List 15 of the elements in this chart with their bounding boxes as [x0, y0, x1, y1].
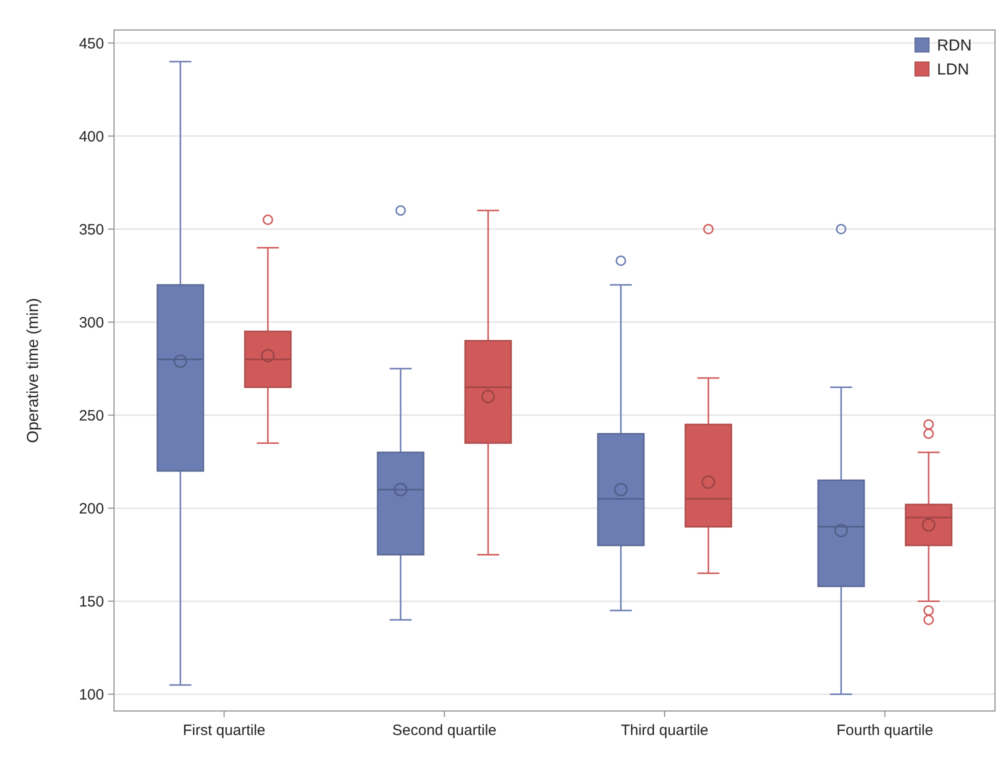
y-tick-label: 200	[78, 500, 104, 518]
y-tick-label: 150	[78, 593, 104, 610]
y-tick-label: 300	[78, 314, 104, 332]
legend-label: LDN	[937, 62, 970, 79]
y-axis-title: Operative time (min)	[25, 298, 42, 443]
y-tick-label: 400	[78, 128, 104, 146]
y-tick-label: 450	[78, 35, 104, 52]
x-tick-label: Second quartile	[392, 722, 496, 739]
x-tick-label: Third quartile	[620, 722, 708, 739]
y-tick-label: 350	[78, 221, 104, 238]
y-tick-label: 100	[78, 686, 104, 704]
legend-label: RDN	[937, 38, 972, 55]
x-tick-label: First quartile	[182, 722, 266, 739]
x-tick-label: Fourth quartile	[836, 722, 934, 739]
y-tick-label: 250	[78, 407, 104, 424]
